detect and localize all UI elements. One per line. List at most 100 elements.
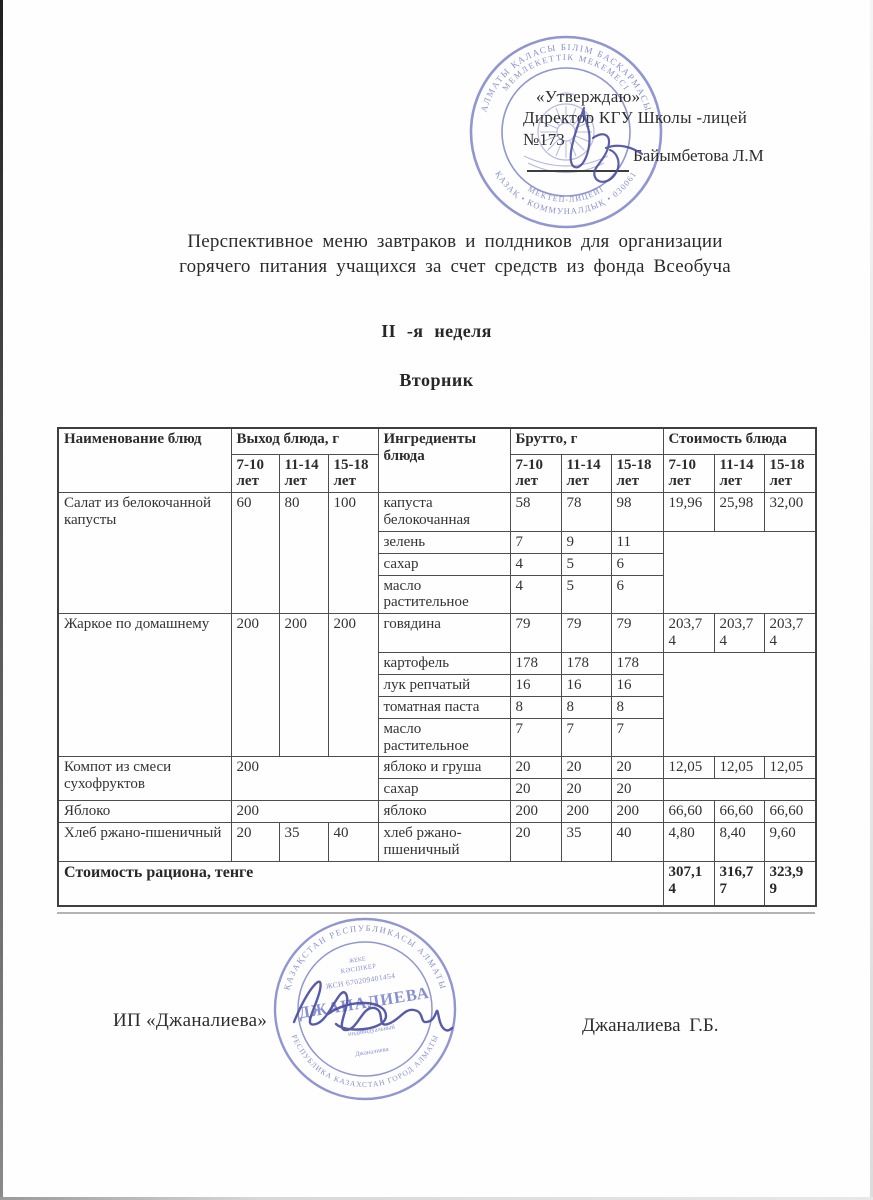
scan-edge-right xyxy=(870,0,873,1200)
cell-brutto: 7 xyxy=(560,717,612,758)
col-header-ingredients: Ингредиенты блюда xyxy=(377,427,511,494)
cell-cost: 66,60 xyxy=(662,800,715,824)
cell-yield: 200 xyxy=(327,613,379,758)
cell-cost: 66,60 xyxy=(713,800,765,824)
age-group-header: 7-10 лет xyxy=(230,453,280,494)
scan-double-line xyxy=(57,911,815,914)
col-header-cost: Стоимость блюда xyxy=(662,427,817,455)
day-heading: Вторник xyxy=(399,370,474,390)
cell-cost: 9,60 xyxy=(763,822,817,863)
cell-brutto: 11 xyxy=(610,530,664,554)
cell-brutto: 178 xyxy=(560,651,612,675)
cell-ingredient: масло растительное xyxy=(377,717,511,758)
cell-cost: 19,96 xyxy=(662,492,715,532)
menu-table: Наименование блюд Выход блюда, г Ингреди… xyxy=(57,427,817,907)
cell-brutto: 6 xyxy=(610,552,664,576)
cell-dish-name: Компот из смеси сухофруктов xyxy=(57,756,232,802)
cell-brutto: 8 xyxy=(509,695,562,719)
total-label: Стоимость рациона, тенге xyxy=(57,861,664,907)
cell-brutto: 16 xyxy=(509,673,562,697)
cell-cost: 25,98 xyxy=(713,492,765,532)
document-title-line2: горячего питания учащихся за счет средст… xyxy=(179,256,731,277)
cell-yield-merged: 200 xyxy=(230,756,379,802)
scan-edge-left xyxy=(0,0,3,1200)
age-group-header: 15-18 лет xyxy=(763,453,817,494)
cell-brutto: 4 xyxy=(509,574,562,615)
school-round-seal: АЛМАТЫ ҚАЛАСЫ БІЛІМ БАСҚАРМАСЫ ҚАЗАҚ • К… xyxy=(469,35,663,229)
cell-brutto: 20 xyxy=(560,778,612,802)
cell-brutto: 20 xyxy=(509,778,562,802)
total-value: 323,99 xyxy=(763,861,817,907)
cell-ingredient: лук репчатый xyxy=(377,673,511,697)
cell-cost-merged-empty xyxy=(662,530,817,615)
document-title: Перспективное меню завтраков и полдников… xyxy=(30,229,873,279)
cell-brutto: 8 xyxy=(560,695,612,719)
cell-brutto: 8 xyxy=(610,695,664,719)
age-group-header: 11-14 лет xyxy=(713,453,765,494)
cell-brutto: 200 xyxy=(560,800,612,824)
col-header-dish: Наименование блюд xyxy=(57,427,232,494)
week-heading: II -я неделя xyxy=(381,321,492,341)
age-group-header: 11-14 лет xyxy=(278,453,329,494)
seal-line: Джаналиева xyxy=(355,1046,389,1058)
school-number: №173 xyxy=(523,130,565,149)
entrepreneur-signature xyxy=(292,980,454,1032)
col-header-brutto: Брутто, г xyxy=(509,427,664,455)
cell-brutto: 79 xyxy=(509,613,562,653)
age-group-header: 7-10 лет xyxy=(509,453,562,494)
director-signature xyxy=(569,106,644,183)
cell-dish-name: Жаркое по домашнему xyxy=(57,613,232,758)
cell-brutto: 20 xyxy=(610,756,664,780)
cell-brutto: 178 xyxy=(610,651,664,675)
scan-edge-bottom xyxy=(0,1197,873,1200)
cell-brutto: 7 xyxy=(509,530,562,554)
cell-brutto: 6 xyxy=(610,574,664,615)
cell-brutto: 9 xyxy=(560,530,612,554)
cell-yield: 60 xyxy=(230,492,280,615)
age-group-header: 11-14 лет xyxy=(560,453,612,494)
cell-ingredient: яблоко xyxy=(377,800,511,824)
cell-cost: 203,74 xyxy=(763,613,817,653)
cell-cost: 203,74 xyxy=(713,613,765,653)
cell-brutto: 20 xyxy=(610,778,664,802)
cell-yield-merged: 200 xyxy=(230,800,379,824)
signature-line xyxy=(527,170,629,172)
cell-brutto: 98 xyxy=(610,492,664,532)
cell-brutto: 20 xyxy=(560,756,612,780)
approve-word: «Утверждаю» xyxy=(536,87,641,106)
cell-ingredient: сахар xyxy=(377,778,511,802)
cell-brutto: 7 xyxy=(509,717,562,758)
cell-yield: 20 xyxy=(230,822,280,863)
cell-brutto: 5 xyxy=(560,552,612,576)
cell-ingredient: томатная паста xyxy=(377,695,511,719)
cell-brutto: 5 xyxy=(560,574,612,615)
cell-yield: 40 xyxy=(327,822,379,863)
col-header-yield: Выход блюда, г xyxy=(230,427,379,455)
cell-yield: 80 xyxy=(278,492,329,615)
cell-brutto: 178 xyxy=(509,651,562,675)
cell-yield: 100 xyxy=(327,492,379,615)
cell-yield: 35 xyxy=(278,822,329,863)
cell-brutto: 79 xyxy=(560,613,612,653)
cell-ingredient: яблоко и груша xyxy=(377,756,511,780)
director-name: Байымбетова Л.М xyxy=(633,146,764,165)
entrepreneur-round-seal: ҚАЗАҚСТАН РЕСПУБЛИКАСЫ АЛМАТЫ РЕСПУБЛИКА… xyxy=(273,917,457,1101)
cell-cost: 8,40 xyxy=(713,822,765,863)
age-group-header: 15-18 лет xyxy=(327,453,379,494)
total-value: 316,77 xyxy=(713,861,765,907)
cell-brutto: 40 xyxy=(610,822,664,863)
menu-table-wrap: Наименование блюд Выход блюда, г Ингреди… xyxy=(57,427,817,914)
cell-ingredient: сахар xyxy=(377,552,511,576)
cell-brutto: 16 xyxy=(560,673,612,697)
total-value: 307,14 xyxy=(662,861,715,907)
document-title-line1: Перспективное меню завтраков и полдников… xyxy=(187,231,723,252)
signer-name: Джаналиева Г.Б. xyxy=(582,1015,719,1036)
cell-ingredient: говядина xyxy=(377,613,511,653)
cell-yield: 200 xyxy=(230,613,280,758)
cell-cost: 12,05 xyxy=(763,756,817,780)
cell-cost: 12,05 xyxy=(713,756,765,780)
cell-yield: 200 xyxy=(278,613,329,758)
cell-brutto: 200 xyxy=(509,800,562,824)
cell-ingredient: зелень xyxy=(377,530,511,554)
cell-brutto: 35 xyxy=(560,822,612,863)
